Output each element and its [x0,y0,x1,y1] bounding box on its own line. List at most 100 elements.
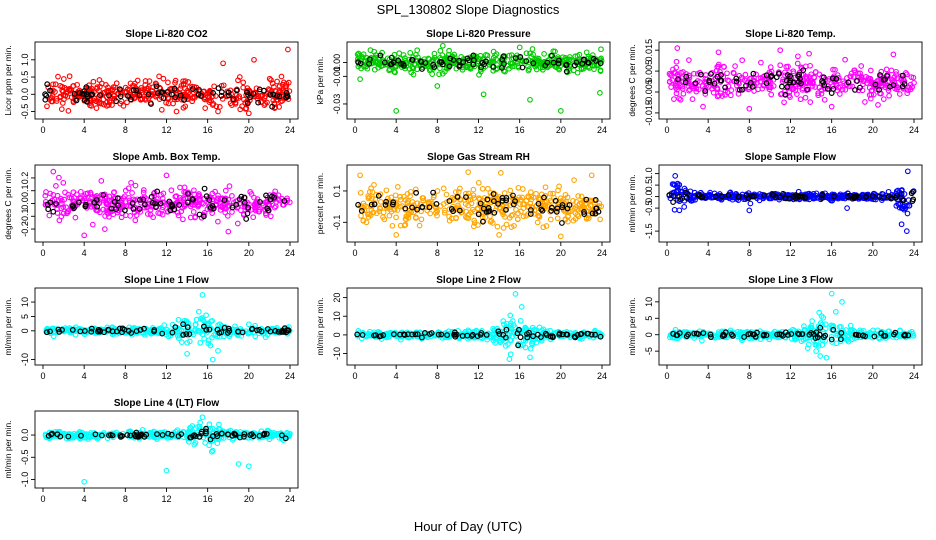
data-point [693,85,700,92]
data-point-mean [523,58,530,64]
data-point [839,299,845,305]
data-point-mean [245,92,252,98]
data-point-mean [784,83,791,90]
data-point-mean [829,75,836,82]
data-point [849,327,856,333]
data-point [400,52,407,58]
data-point [910,74,917,81]
data-point-mean [683,73,690,80]
data-point-mean [136,205,143,212]
data-point-mean [166,198,173,205]
data-point [157,325,164,331]
data-point [790,70,797,77]
x-tick-label: 4 [394,248,399,258]
data-point-mean [712,193,719,200]
data-point [515,184,522,191]
data-point [839,86,846,93]
data-point-mean [480,218,486,225]
data-point [471,195,477,201]
data-point [480,91,487,98]
data-point [525,193,531,199]
data-point [466,211,472,218]
data-point-mean [593,57,599,64]
data-point [252,322,258,329]
y-axis-label: degrees C per min. [3,167,13,239]
data-point-mean [838,336,844,343]
data-point [906,203,912,209]
data-point-mean [422,330,428,336]
data-point [787,84,793,91]
data-point [412,186,419,193]
data-point [180,78,186,85]
data-point [153,81,160,88]
data-point [138,85,145,91]
data-points [42,414,293,485]
data-point [91,95,98,102]
data-point-mean [43,92,50,99]
data-point-mean [892,195,899,201]
data-point-mean [882,76,888,83]
data-point [118,214,125,221]
y-tick-label: -0.1 [20,209,30,225]
x-tick-label: 16 [827,371,837,381]
data-point [578,193,585,200]
data-point [746,207,753,214]
data-point [876,90,883,97]
data-point [81,331,88,338]
data-point-mean [371,201,378,208]
data-point [557,195,564,202]
data-point-mean [433,200,440,207]
y-tick-label: 0 [644,332,654,337]
data-point [757,78,764,85]
data-point-mean [366,56,373,63]
data-point-mean [496,331,503,337]
data-point-mean [800,193,806,200]
data-point [436,71,442,78]
data-point [497,339,504,346]
data-point [672,173,679,179]
data-point [397,203,403,210]
x-tick-label: 8 [123,371,128,381]
data-point-mean [548,207,555,214]
data-point-mean [776,331,783,338]
data-point [446,217,453,224]
data-point-mean [908,190,915,197]
x-tick-label: 0 [40,371,45,381]
data-point [527,354,533,361]
data-point [768,84,774,90]
data-point-mean [501,61,507,67]
data-point-mean [255,99,262,106]
data-point-mean [381,59,388,66]
data-point [557,108,564,114]
data-point [165,333,172,340]
data-point [89,221,96,228]
x-tick-label: 4 [82,125,87,135]
data-point-mean [226,328,233,334]
data-point [523,50,530,57]
data-point-mean [225,325,232,332]
data-point-mean [94,203,100,210]
data-points [354,42,605,114]
data-point-mean [563,61,570,68]
data-point [596,200,603,207]
data-point-mean [733,78,740,85]
data-point-mean [812,335,819,342]
data-point-mean [780,190,786,197]
x-tick-label: 8 [435,371,440,381]
data-point [370,55,377,62]
data-point [128,179,134,186]
y-axis-label: kPa per min. [315,57,325,105]
data-point-mean [785,332,791,338]
data-point [904,202,910,209]
data-point [671,206,678,213]
data-point [275,192,282,199]
data-point [124,99,130,106]
data-point-mean [245,204,252,211]
data-point-mean [105,326,111,333]
data-point-mean [427,331,433,337]
data-point [689,96,696,102]
data-point [434,212,440,219]
data-point [48,98,55,105]
